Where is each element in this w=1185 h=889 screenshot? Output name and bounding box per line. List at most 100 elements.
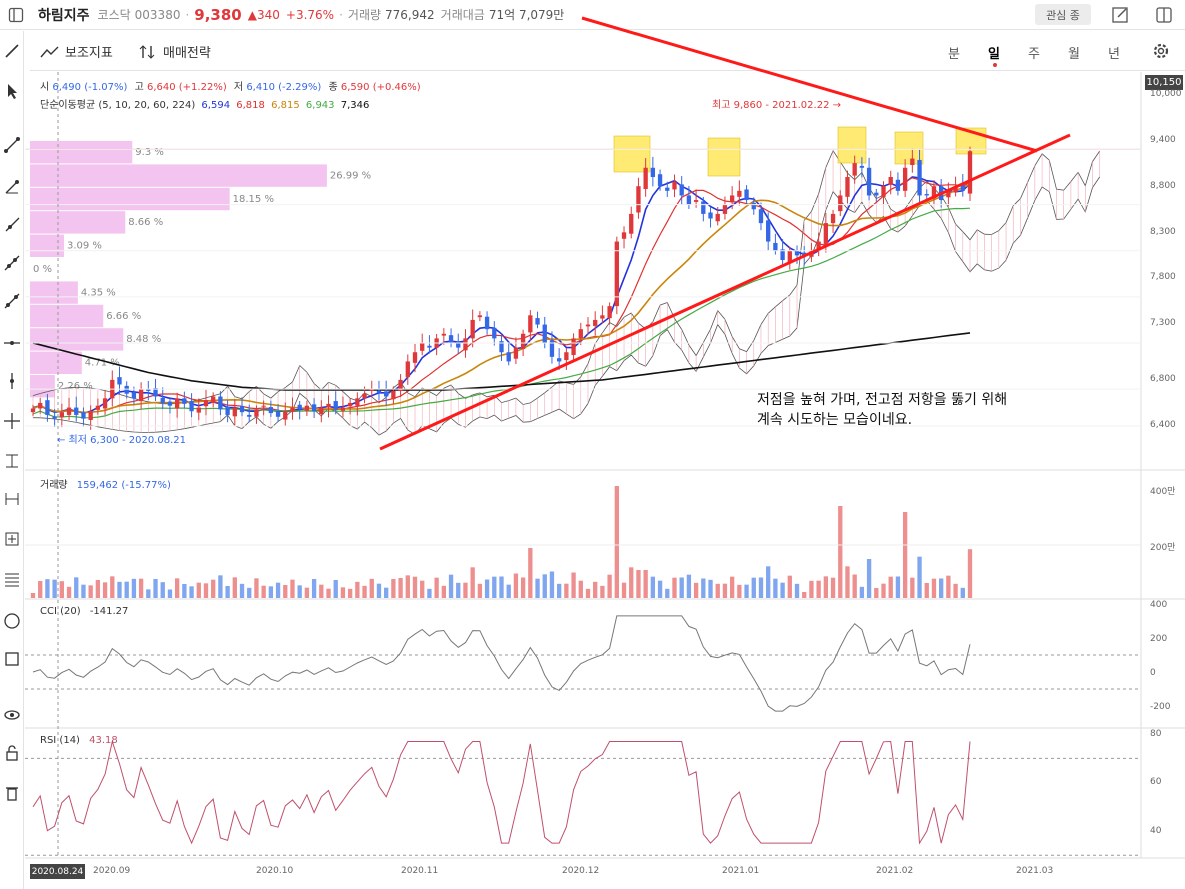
volume-bar bbox=[542, 574, 547, 598]
volume-profile-bar bbox=[30, 164, 327, 187]
horizontal-line-icon[interactable] bbox=[2, 333, 22, 353]
candle-body bbox=[38, 402, 43, 409]
trash-icon[interactable] bbox=[2, 783, 22, 803]
cci-tick: 400 bbox=[1150, 600, 1168, 610]
cursor-icon[interactable] bbox=[2, 81, 22, 101]
volume-profile-bar bbox=[30, 234, 64, 257]
volume-bar bbox=[621, 582, 627, 598]
fibonacci-icon[interactable] bbox=[2, 569, 22, 589]
volume-bar bbox=[427, 588, 432, 598]
candle-body bbox=[794, 250, 800, 256]
ma20-line bbox=[32, 183, 971, 414]
candle-body bbox=[874, 192, 879, 196]
candle-body bbox=[823, 223, 829, 245]
eye-icon[interactable] bbox=[2, 705, 22, 725]
candle-body bbox=[30, 408, 36, 413]
watch-button[interactable]: 관심 종 bbox=[1035, 4, 1091, 25]
cloud-upper-line bbox=[32, 149, 1101, 405]
volume-bar bbox=[95, 580, 101, 598]
candle-body bbox=[910, 158, 915, 166]
high-marker: 최고 9,860 - 2021.02.22 → bbox=[712, 100, 841, 111]
angle-tool-icon[interactable] bbox=[2, 177, 22, 197]
volume-bar bbox=[722, 583, 728, 598]
volume-bar bbox=[74, 577, 79, 598]
volume-bar bbox=[326, 588, 331, 598]
volume-bar bbox=[679, 577, 684, 598]
ma224-line bbox=[32, 332, 971, 391]
tf-minute[interactable]: 분 bbox=[948, 47, 960, 62]
settings-icon[interactable] bbox=[1151, 41, 1171, 65]
candle-body bbox=[780, 249, 785, 260]
strategy-button[interactable]: 매매전략 bbox=[138, 42, 211, 61]
trendline-tool-icon[interactable] bbox=[2, 41, 22, 61]
volume-profile-bar bbox=[30, 375, 55, 398]
candle-body bbox=[607, 306, 612, 319]
date-range-icon[interactable] bbox=[2, 489, 22, 509]
highlight-box bbox=[837, 126, 867, 164]
candle-body bbox=[74, 407, 79, 415]
volume-bar bbox=[729, 576, 735, 598]
price-tick: 9,400 bbox=[1150, 135, 1176, 145]
candle-body bbox=[679, 184, 684, 196]
candle-body bbox=[729, 195, 735, 202]
tf-day[interactable]: 일 bbox=[988, 47, 1000, 62]
current-price-tag: 10,150 bbox=[1145, 75, 1183, 90]
candle-body bbox=[766, 220, 771, 242]
volume-bar bbox=[261, 585, 266, 598]
volume-bar bbox=[895, 576, 901, 598]
crosshair-icon[interactable] bbox=[2, 411, 22, 431]
rectangle-tool-icon[interactable] bbox=[2, 649, 22, 669]
volume-bar bbox=[874, 588, 879, 598]
volume-bar bbox=[794, 583, 800, 598]
volume-bar bbox=[225, 586, 230, 598]
candle-body bbox=[290, 407, 295, 412]
edit-icon[interactable] bbox=[1108, 3, 1132, 27]
cci-panel-label: CCI (20) bbox=[40, 606, 81, 617]
volume-bar bbox=[939, 578, 944, 598]
candle-body bbox=[232, 407, 237, 417]
volume-profile-label: 26.99 % bbox=[330, 170, 371, 181]
candle-body bbox=[95, 405, 101, 410]
candle-body bbox=[110, 379, 115, 399]
tf-week[interactable]: 주 bbox=[1028, 47, 1040, 62]
stock-name: 하림지주 bbox=[38, 7, 90, 24]
tf-month[interactable]: 월 bbox=[1068, 47, 1080, 62]
indicator-button[interactable]: 보조지표 bbox=[40, 42, 113, 61]
volume-profile-bar bbox=[30, 351, 82, 374]
candle-body bbox=[513, 347, 519, 359]
candle-body bbox=[845, 177, 850, 197]
measure-icon[interactable] bbox=[2, 529, 22, 549]
candle-body bbox=[715, 213, 720, 222]
panel-toggle-icon[interactable] bbox=[1152, 3, 1176, 27]
candle-body bbox=[895, 179, 901, 191]
stock-code: 003380 bbox=[134, 7, 181, 22]
volume-bar bbox=[81, 584, 86, 598]
candle-body bbox=[542, 324, 547, 343]
lock-icon[interactable] bbox=[2, 743, 22, 763]
cursor-date-tag: 2020.08.24 bbox=[30, 864, 85, 879]
volume-bar bbox=[477, 583, 483, 598]
ray-tool-icon[interactable] bbox=[2, 215, 22, 235]
stock-change: ▲340 bbox=[247, 7, 280, 22]
volume-bar bbox=[30, 593, 36, 598]
volume-bar bbox=[211, 579, 216, 598]
volume-bar bbox=[138, 578, 144, 598]
candle-body bbox=[535, 318, 540, 325]
vertical-line-icon[interactable] bbox=[2, 371, 22, 391]
price-range-icon[interactable] bbox=[2, 451, 22, 471]
sidebar-toggle-icon[interactable] bbox=[4, 3, 28, 27]
volume-profile-label: 4.35 % bbox=[81, 287, 116, 298]
candle-body bbox=[593, 319, 598, 326]
circle-tool-icon[interactable] bbox=[2, 611, 22, 631]
volume-profile-bar bbox=[30, 281, 78, 304]
candle-body bbox=[59, 412, 64, 418]
tf-year[interactable]: 년 bbox=[1108, 47, 1120, 62]
segment-tool-icon[interactable] bbox=[2, 291, 22, 311]
line-tool-icon[interactable] bbox=[2, 135, 22, 155]
volume-profile-label: 6.66 % bbox=[106, 311, 141, 322]
extended-line-icon[interactable] bbox=[2, 253, 22, 273]
candle-body bbox=[556, 358, 562, 362]
volume-bar bbox=[708, 579, 713, 598]
volume-bar bbox=[196, 582, 201, 598]
candle-body bbox=[45, 400, 50, 415]
